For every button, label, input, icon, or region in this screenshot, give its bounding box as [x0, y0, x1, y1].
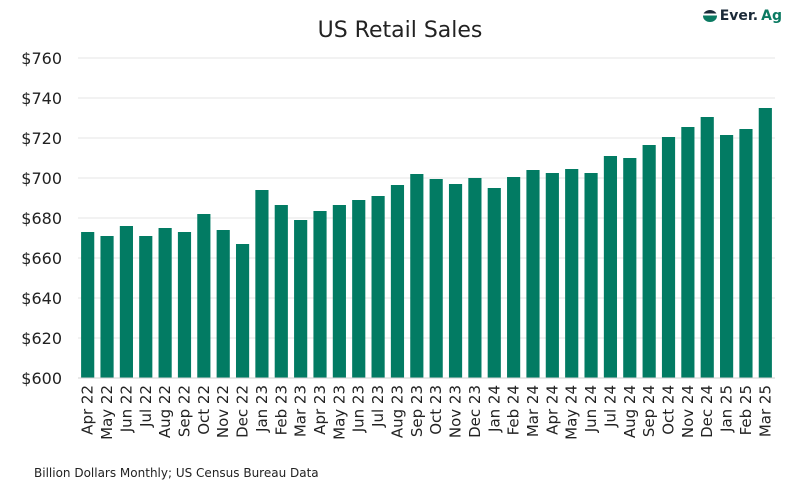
bar: [410, 174, 424, 378]
x-tick-label: Jul 24: [601, 385, 619, 428]
ever-ag-logo: Ever. Ag: [702, 8, 782, 24]
bar: [371, 196, 385, 378]
bar: [623, 158, 637, 378]
y-tick-label: $600: [21, 369, 62, 388]
bar: [565, 169, 579, 378]
x-tick-label: Mar 25: [756, 385, 774, 437]
bar: [661, 137, 676, 378]
x-tick-label: May 23: [330, 385, 348, 440]
bar: [119, 226, 133, 378]
bar: [681, 127, 695, 378]
logo-icon: [702, 10, 717, 22]
x-tick-label: Jun 22: [117, 385, 135, 433]
y-tick-label: $660: [21, 249, 62, 268]
x-tick-label: Dec 23: [466, 385, 484, 438]
bar: [332, 205, 346, 378]
x-tick-label: Apr 23: [311, 385, 329, 435]
bar: [758, 108, 772, 378]
bar: [526, 170, 540, 378]
x-tick-label: Feb 23: [272, 385, 290, 435]
bar: [139, 236, 153, 378]
x-tick-label: Jun 24: [582, 385, 600, 433]
x-tick-label: Nov 22: [214, 385, 232, 438]
x-tick-label: Aug 24: [621, 385, 639, 438]
x-tick-label: Feb 25: [737, 385, 755, 435]
bar: [642, 145, 656, 378]
bar: [720, 135, 734, 378]
x-tick-label: Jan 23: [253, 385, 271, 433]
x-tick-label: Mar 23: [292, 385, 310, 437]
x-tick-label: Aug 22: [156, 385, 174, 438]
x-tick-label: Apr 22: [79, 385, 97, 435]
bar: [255, 190, 269, 378]
bar: [584, 173, 598, 378]
bar: [448, 184, 463, 378]
y-tick-label: $620: [21, 329, 62, 348]
y-tick-label: $680: [21, 209, 62, 228]
bar: [100, 236, 114, 378]
bar: [700, 117, 714, 378]
x-tick-label: Jul 23: [369, 385, 387, 428]
x-tick-label: Jul 22: [137, 385, 155, 428]
bar: [429, 179, 443, 378]
bar: [468, 178, 482, 378]
x-tick-label: Oct 24: [660, 385, 678, 435]
bar: [603, 156, 618, 378]
x-tick-label: Apr 24: [543, 385, 561, 435]
chart-title: US Retail Sales: [317, 18, 483, 43]
x-tick-label: Jan 24: [485, 385, 503, 433]
footnote: Billion Dollars Monthly; US Census Burea…: [34, 466, 319, 480]
bar: [352, 200, 366, 378]
bar: [739, 129, 753, 378]
x-tick-label: Nov 24: [679, 385, 697, 438]
bar: [197, 214, 211, 378]
bar: [235, 244, 250, 378]
bar: [216, 230, 230, 378]
x-tick-label: Mar 24: [524, 385, 542, 437]
x-tick-label: Dec 24: [698, 385, 716, 438]
bar: [81, 232, 95, 378]
y-tick-label: $700: [21, 169, 62, 188]
bar: [294, 220, 308, 378]
bar: [313, 211, 327, 378]
x-tick-label: Dec 22: [234, 385, 252, 438]
bar: [274, 205, 288, 378]
bar: [507, 177, 521, 378]
x-tick-label: Oct 23: [427, 385, 445, 435]
bar: [390, 185, 405, 378]
x-tick-label: Oct 22: [195, 385, 213, 435]
bar: [177, 232, 192, 378]
x-tick-label: Feb 24: [505, 385, 523, 435]
x-tick-label: Jun 23: [350, 385, 368, 433]
x-tick-label: Sep 22: [175, 385, 193, 437]
y-tick-label: $720: [21, 129, 62, 148]
bar: [487, 188, 501, 378]
bar: [158, 228, 172, 378]
x-tick-label: Nov 23: [447, 385, 465, 438]
y-tick-label: $760: [21, 49, 62, 68]
bar: [545, 173, 559, 378]
x-tick-label: Sep 23: [408, 385, 426, 437]
y-tick-label: $640: [21, 289, 62, 308]
x-tick-label: Aug 23: [388, 385, 406, 438]
x-tick-label: May 22: [98, 385, 116, 440]
x-tick-label: May 24: [563, 385, 581, 440]
y-tick-label: $740: [21, 89, 62, 108]
x-tick-label: Jan 25: [718, 385, 736, 433]
x-tick-label: Sep 24: [640, 385, 658, 437]
